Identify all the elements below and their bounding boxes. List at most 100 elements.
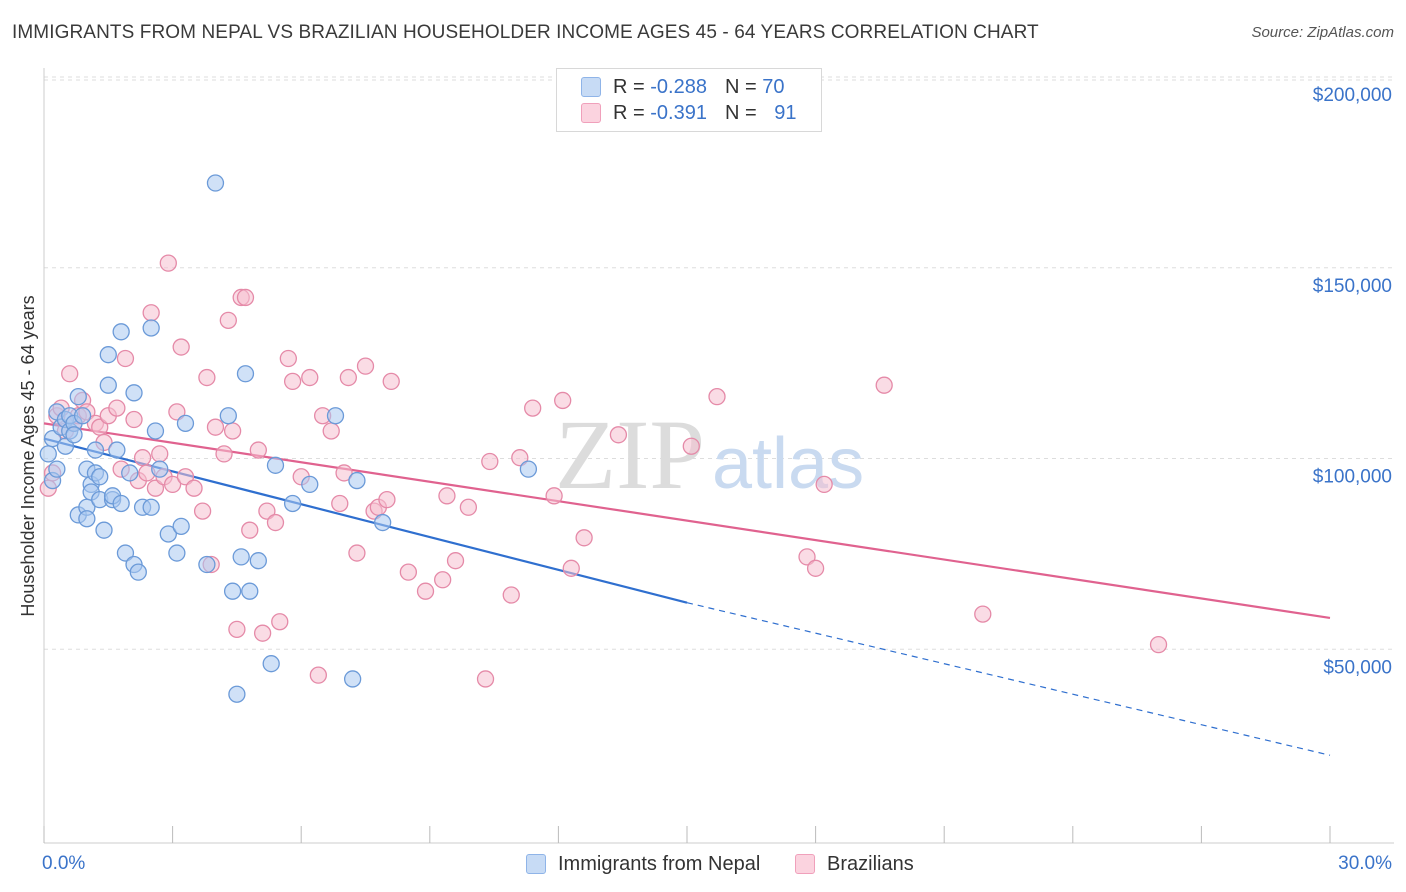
point-nepal: [151, 460, 169, 478]
point-brazilians: [798, 548, 816, 566]
watermark-atlas: atlas: [712, 424, 864, 504]
point-brazilians: [348, 544, 366, 562]
tick-labels: $200,000 $150,000 $100,000 $50,000 0.0% 30.0%: [42, 85, 1392, 874]
point-nepal: [301, 475, 319, 494]
point-brazilians: [481, 452, 499, 471]
point-brazilians: [378, 490, 396, 509]
point-nepal: [228, 685, 246, 703]
chart-title: IMMIGRANTS FROM NEPAL VS BRAZILIAN HOUSE…: [12, 22, 1039, 43]
point-brazilians: [815, 475, 833, 494]
series-legend-nepal: Immigrants from Nepal: [526, 850, 760, 878]
y-tick-label: $200,000: [1313, 85, 1392, 106]
point-brazilians: [434, 571, 452, 589]
point-brazilians: [438, 487, 456, 505]
point-brazilians: [253, 624, 272, 642]
point-nepal: [159, 525, 177, 543]
point-nepal: [99, 346, 117, 364]
point-brazilians: [339, 368, 358, 387]
y-tick-label: $100,000: [1313, 467, 1392, 488]
point-nepal: [39, 445, 57, 463]
point-brazilians: [108, 399, 126, 417]
point-nepal: [283, 494, 302, 513]
point-brazilians: [159, 254, 177, 272]
point-nepal: [262, 655, 280, 673]
watermark: ZIP atlas: [555, 399, 864, 510]
legend-n-value: 70: [762, 75, 785, 98]
point-brazilians: [228, 620, 246, 639]
point-nepal: [73, 407, 92, 425]
point-brazilians: [236, 288, 255, 307]
point-brazilians: [279, 349, 297, 368]
legend-r-label: R =: [613, 101, 645, 124]
point-nepal: [343, 670, 362, 688]
point-brazilians: [502, 586, 520, 604]
point-brazilians: [223, 422, 242, 440]
point-brazilians: [335, 464, 353, 482]
point-brazilians: [249, 441, 267, 459]
point-nepal: [65, 426, 83, 444]
y-tick-label: $150,000: [1313, 276, 1392, 297]
point-nepal: [95, 521, 113, 539]
point-brazilians: [258, 502, 276, 520]
point-brazilians: [219, 311, 237, 329]
point-nepal: [125, 384, 143, 402]
point-nepal: [129, 563, 147, 581]
point-nepal: [146, 422, 165, 440]
point-nepal: [326, 407, 345, 425]
point-brazilians: [1149, 635, 1168, 654]
point-brazilians: [151, 445, 169, 463]
point-brazilians: [185, 479, 203, 497]
point-nepal: [219, 407, 237, 425]
point-nepal: [78, 510, 96, 528]
point-brazilians: [524, 399, 542, 417]
point-brazilians: [172, 338, 190, 356]
legend-n-label: N =: [724, 101, 757, 124]
point-brazilians: [708, 387, 726, 406]
point-brazilians: [446, 552, 465, 570]
x-tick-label-max: 30.0%: [1338, 853, 1392, 874]
point-brazilians: [322, 422, 340, 440]
point-brazilians: [476, 670, 495, 688]
point-brazilians: [974, 605, 992, 623]
point-brazilians: [215, 445, 233, 463]
legend-swatch-nepal: [581, 77, 601, 97]
point-brazilians: [198, 368, 216, 387]
legend-n-value: 91: [774, 101, 797, 124]
point-brazilians: [241, 521, 259, 539]
point-brazilians: [575, 529, 593, 547]
point-nepal: [108, 441, 126, 459]
point-brazilians: [309, 666, 327, 684]
point-nepal: [142, 498, 160, 516]
point-nepal: [48, 460, 66, 478]
point-brazilians: [875, 376, 893, 394]
point-nepal: [249, 552, 267, 570]
point-nepal: [176, 414, 195, 433]
point-brazilians: [61, 365, 79, 383]
point-brazilians: [511, 449, 529, 467]
point-brazilians: [331, 494, 349, 513]
point-brazilians: [382, 372, 400, 391]
series-label-nepal: Immigrants from Nepal: [558, 852, 761, 875]
point-nepal: [43, 429, 62, 448]
point-brazilians: [142, 304, 160, 322]
point-nepal: [206, 174, 225, 192]
point-brazilians: [193, 502, 212, 520]
point-nepal: [266, 456, 285, 474]
legend-n-label: N =: [724, 75, 757, 98]
correlation-legend: R = -0.288 N = 70 R = -0.391 N = 91: [556, 68, 822, 132]
legend-r-label: R =: [613, 75, 645, 98]
point-nepal: [373, 513, 392, 532]
point-nepal: [112, 494, 130, 513]
point-brazilians: [545, 487, 563, 505]
legend-r-value: -0.391: [650, 101, 707, 124]
legend-row-nepal: R = -0.288 N = 70: [581, 75, 784, 99]
legend-r-value: -0.288: [650, 75, 707, 98]
point-nepal: [168, 544, 186, 562]
legend-swatch-brazilians: [581, 103, 601, 123]
data-points: [39, 174, 1168, 703]
point-nepal: [241, 582, 259, 600]
point-nepal: [232, 548, 250, 566]
point-brazilians: [266, 513, 285, 532]
point-brazilians: [125, 410, 143, 429]
